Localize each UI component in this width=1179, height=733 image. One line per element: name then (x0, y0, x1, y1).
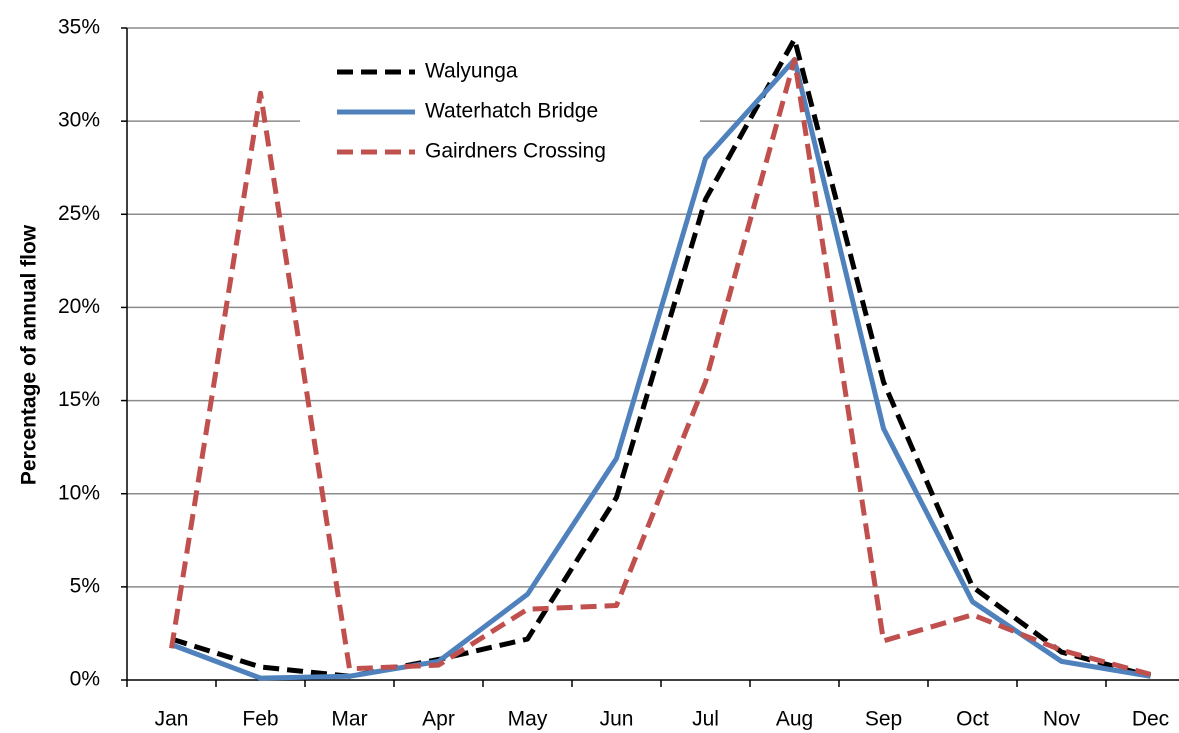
y-tick-label: 5% (70, 574, 100, 597)
y-tick-label: 0% (70, 668, 100, 691)
x-tick-label: Jul (692, 708, 719, 731)
legend-label: Walyunga (425, 60, 518, 83)
y-tick-label: 10% (58, 481, 100, 504)
x-tick-label: Jan (155, 708, 189, 731)
series-line (169, 57, 1152, 677)
x-tick-label: Oct (956, 708, 989, 731)
y-tick-label: 25% (58, 202, 100, 225)
y-tick-label: 20% (58, 295, 100, 318)
x-tick-label: Apr (422, 708, 455, 731)
x-tick-label: Aug (776, 708, 813, 731)
x-tick-label: Mar (331, 708, 367, 731)
y-tick-label: 35% (58, 16, 100, 39)
x-tick-label: Feb (242, 708, 278, 731)
legend-label: Gairdners Crossing (425, 140, 606, 163)
x-tick-label: May (508, 708, 548, 731)
y-tick-label: 15% (58, 388, 100, 411)
x-tick-label: Nov (1043, 708, 1081, 731)
x-tick-label: Sep (865, 708, 902, 731)
series-line (170, 36, 1152, 679)
series-line (170, 57, 1151, 681)
y-axis-label: Percentage of annual flow (18, 224, 41, 485)
y-tick-label: 30% (58, 109, 100, 132)
x-tick-label: Dec (1132, 708, 1169, 731)
legend-label: Waterhatch Bridge (425, 100, 598, 123)
x-tick-label: Jun (600, 708, 634, 731)
